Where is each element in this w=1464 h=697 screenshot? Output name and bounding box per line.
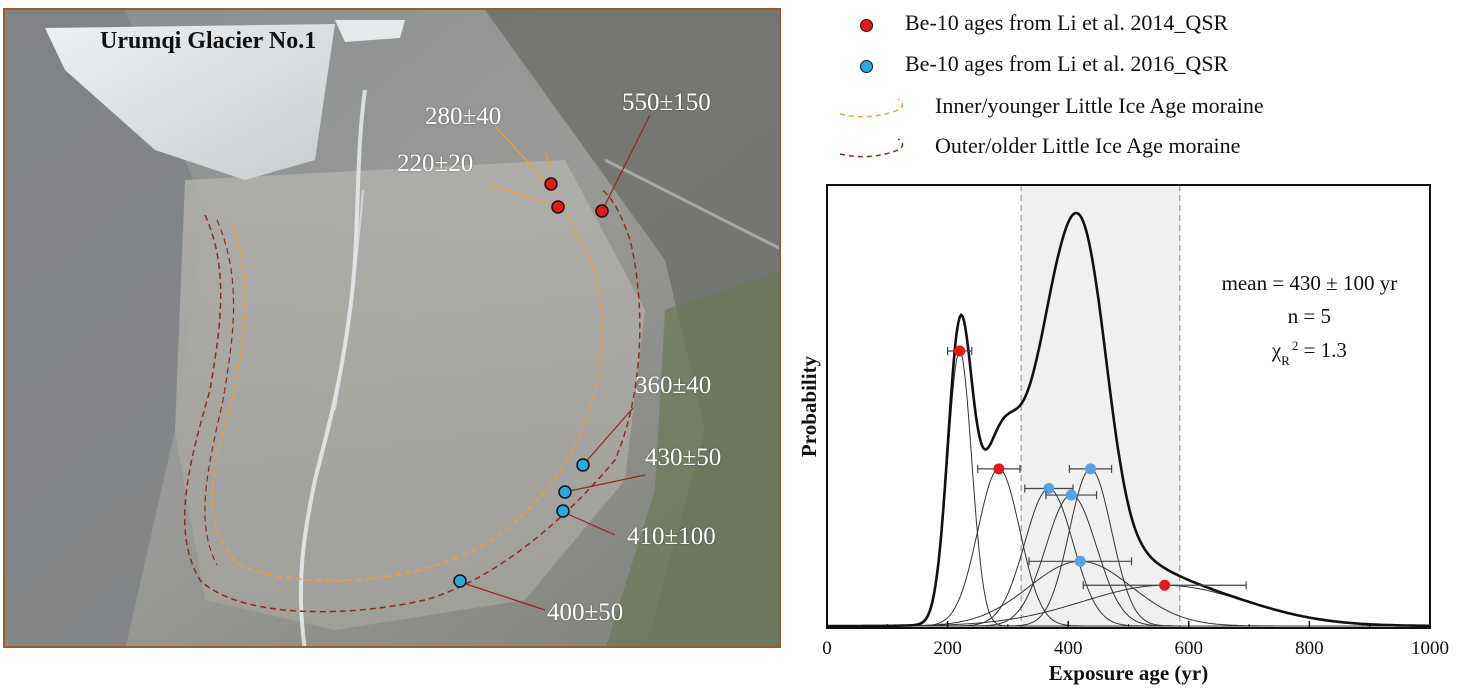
sample-point-220: [954, 345, 966, 357]
legend-item-2014: Be-10 ages from Li et al. 2014_QSR: [905, 10, 1229, 35]
age-label-430: 430±50: [645, 444, 722, 471]
probability-chart: 0 200 400 600 800 1000 Exposure age (yr) Prob…: [790, 180, 1460, 692]
glacier-photo-graphic: [5, 10, 779, 646]
stats-chi-square: χR2 = 1.3: [1271, 338, 1347, 368]
legend-blue-dot-icon: [860, 60, 873, 73]
x-tick-label-400: 400: [1054, 638, 1083, 659]
sample-point-420: [1074, 555, 1086, 567]
stats-chi-symbol: χ: [1271, 338, 1282, 362]
sample-dot-550: [595, 204, 609, 218]
legend-item-inner-moraine: Inner/younger Little Ice Age moraine: [935, 93, 1264, 118]
sample-dot-360: [576, 458, 590, 472]
sample-point-560: [1159, 579, 1171, 591]
x-axis-label: Exposure age (yr): [1049, 661, 1208, 685]
shaded-range: [1021, 185, 1180, 628]
age-label-550: 550±150: [622, 89, 711, 116]
stats-mean: mean = 430 ± 100 yr: [1222, 271, 1398, 295]
stats-chi-superscript: 2: [1292, 338, 1299, 353]
stats-n: n = 5: [1288, 304, 1331, 328]
sample-dot-280: [544, 177, 558, 191]
stats-chi-value: = 1.3: [1298, 338, 1347, 362]
age-label-360: 360±40: [635, 372, 712, 399]
y-axis-label: Probability: [797, 355, 821, 457]
sample-curve-420: [827, 560, 1430, 627]
age-label-280: 280±40: [425, 103, 502, 130]
sample-dot-430: [558, 485, 572, 499]
stats-chi-subscript: R: [1281, 353, 1290, 368]
probability-chart-svg: 0 200 400 600 800 1000 Exposure age (yr) Prob…: [797, 184, 1449, 685]
sample-point-368: [1043, 483, 1055, 495]
glacier-photo: Urumqi Glacier No.1 280±40 220±20 550±15…: [3, 8, 781, 648]
legend-red-dot-icon: [860, 19, 873, 32]
legend-item-2016: Be-10 ages from Li et al. 2016_QSR: [905, 51, 1229, 76]
sample-point-285: [993, 463, 1005, 475]
x-tick-label-0: 0: [822, 638, 832, 659]
inner-moraine-line: [211, 194, 603, 582]
legend-outer-moraine-icon: [839, 138, 904, 158]
age-label-220: 220±20: [397, 150, 474, 177]
sample-point-437: [1085, 463, 1097, 475]
legend-item-outer-moraine: Outer/older Little Ice Age moraine: [935, 133, 1241, 158]
legend-inner-moraine-icon: [839, 98, 904, 118]
x-axis-ticks: 0 200 400 600 800 1000: [822, 621, 1449, 659]
sample-point-405: [1065, 489, 1077, 501]
photo-title: Urumqi Glacier No.1: [100, 28, 317, 54]
age-label-410: 410±100: [627, 523, 716, 550]
sample-dot-400: [453, 574, 467, 588]
outer-moraine-inner-line: [204, 219, 235, 566]
sample-dot-410: [556, 504, 570, 518]
x-tick-label-800: 800: [1295, 638, 1324, 659]
age-label-400: 400±50: [547, 599, 624, 626]
sample-errorbars: [947, 345, 1247, 591]
x-tick-label-600: 600: [1175, 638, 1204, 659]
sample-dot-220: [551, 200, 565, 214]
summed-probability-curve: [827, 211, 1430, 628]
x-tick-label-200: 200: [933, 638, 962, 659]
x-tick-label-1000: 1000: [1411, 638, 1449, 659]
outer-moraine-left-line: [184, 187, 641, 613]
